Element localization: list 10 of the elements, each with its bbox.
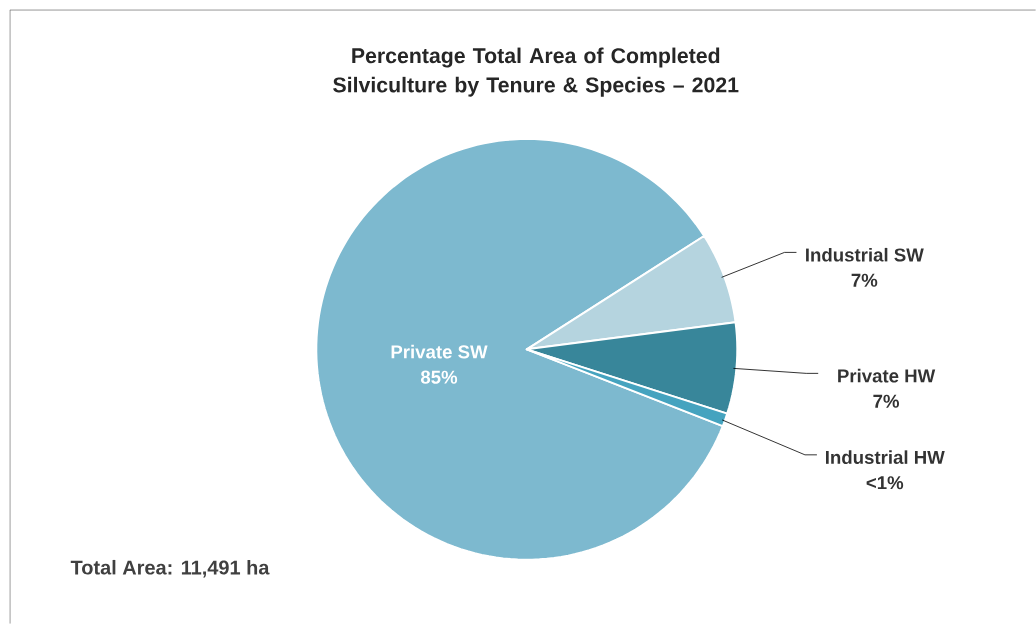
slice-label: Industrial SW xyxy=(806,247,924,262)
slice-label: Private HW xyxy=(838,368,936,383)
data-label: 7% xyxy=(851,273,878,287)
slice-label: Industrial HW xyxy=(826,450,945,465)
data-label: 85% xyxy=(420,370,458,384)
data-label: 7% xyxy=(873,394,900,408)
text: Total Area: 11,491 ha xyxy=(70,559,270,578)
slice-label: Private SW xyxy=(391,344,488,359)
chart-title: Percentage Total Area of Completed Silviculture by Tenure & Species – 2021 xyxy=(333,47,739,97)
data-label: <1% xyxy=(866,476,904,490)
